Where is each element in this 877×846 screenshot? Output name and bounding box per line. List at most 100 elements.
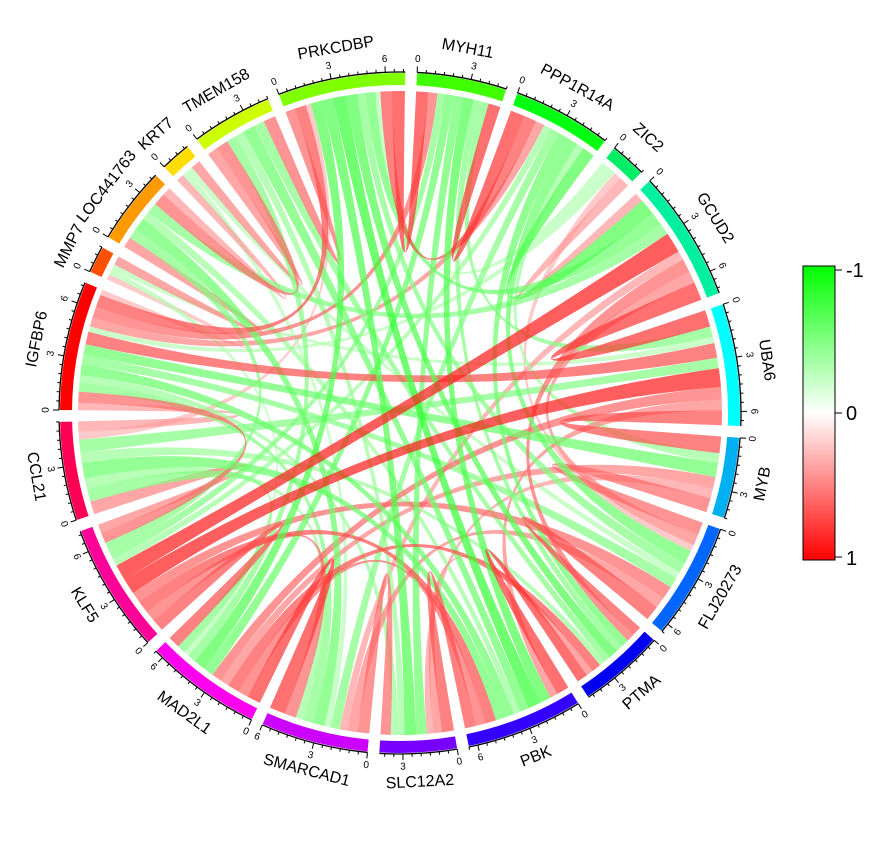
axis-tick <box>608 684 610 686</box>
legend-label-max: 1 <box>846 548 857 570</box>
axis-tick <box>480 79 481 82</box>
axis-tick-label: 0 <box>415 54 422 65</box>
axis-tick <box>706 563 709 564</box>
axis-tick-label: 6 <box>70 552 82 562</box>
axis-tick <box>234 112 235 115</box>
axis-tick <box>84 269 89 271</box>
axis-tick <box>590 128 592 130</box>
sector-label: KRT7 <box>135 114 177 154</box>
axis-tick <box>102 584 105 586</box>
axis-tick <box>150 177 152 179</box>
sector-label: PRKCDBP <box>296 33 375 63</box>
axis-tick <box>64 485 67 486</box>
axis-tick-label: 0 <box>617 132 629 144</box>
axis-tick-label: 3 <box>703 580 716 591</box>
axis-tick <box>614 143 618 148</box>
sector-label: KLF5 <box>67 584 101 626</box>
axis-tick <box>575 118 577 121</box>
axis-tick-label: 3 <box>325 60 333 72</box>
axis-tick <box>117 607 119 609</box>
axis-tick <box>226 116 228 119</box>
axis-tick <box>710 555 713 556</box>
sector-label: MYB <box>751 465 774 502</box>
axis-tick-label: 3 <box>97 601 109 612</box>
axis-tick <box>662 631 664 633</box>
axis-tick <box>193 134 197 139</box>
axis-tick-label: 3 <box>743 351 755 359</box>
sector-label: MAD2L1 <box>154 688 215 738</box>
axis-tick <box>160 162 164 166</box>
axis-tick <box>367 752 368 758</box>
axis-tick <box>62 476 65 477</box>
axis-tick <box>662 193 664 195</box>
axis-tick <box>140 636 142 638</box>
axis-tick <box>689 230 692 232</box>
axis-tick <box>668 200 670 202</box>
axis-tick <box>628 157 630 159</box>
axis-tick <box>736 356 742 357</box>
axis-tick <box>183 146 185 148</box>
axis-tick <box>270 729 271 732</box>
axis-tick-label: 0 <box>456 756 464 768</box>
axis-tick <box>277 89 279 95</box>
axis-tick <box>714 278 717 279</box>
axis-tick-label: 3 <box>568 98 579 111</box>
axis-tick <box>226 707 228 710</box>
axis-tick <box>698 245 701 246</box>
axis-tick <box>249 720 252 725</box>
axis-tick-label: 3 <box>470 61 478 73</box>
axis-tick <box>635 164 637 166</box>
axis-tick <box>322 78 323 81</box>
axis-tick <box>128 622 130 624</box>
axis-tick <box>91 262 94 263</box>
axis-tick <box>169 158 171 160</box>
axis-tick-label: 6 <box>716 261 728 271</box>
axis-tick <box>218 702 220 705</box>
axis-tick <box>721 529 727 531</box>
axis-tick <box>732 492 738 493</box>
axis-tick <box>526 93 527 96</box>
sector-label: PBK <box>518 743 554 771</box>
axis-tick-label: 0 <box>132 646 144 658</box>
axis-tick-label: 3 <box>306 750 315 762</box>
axis-tick <box>593 694 595 696</box>
axis-tick <box>110 228 113 230</box>
axis-tick-label: 0 <box>184 122 195 134</box>
axis-tick <box>210 126 212 129</box>
axis-tick <box>66 494 69 495</box>
sector-label: ZIC2 <box>629 120 666 156</box>
axis-tick <box>717 538 720 539</box>
axis-tick <box>534 97 535 100</box>
axis-tick <box>176 152 178 154</box>
axis-tick <box>134 629 136 631</box>
axis-tick <box>181 676 183 678</box>
axis-tick-label: 0 <box>72 261 84 271</box>
axis-tick <box>622 672 624 674</box>
axis-tick <box>693 237 696 239</box>
axis-tick <box>258 100 259 103</box>
axis-tick <box>99 246 102 247</box>
axis-tick <box>668 624 673 628</box>
axis-tick <box>656 186 658 188</box>
axis-tick <box>144 184 146 186</box>
axis-tick <box>471 74 472 80</box>
axis-tick-label: 6 <box>147 661 159 673</box>
axis-tick-label: 0 <box>653 166 665 178</box>
axis-tick <box>234 712 235 715</box>
axis-tick-label: 3 <box>45 349 57 357</box>
axis-tick <box>654 640 658 644</box>
axis-tick <box>78 293 81 294</box>
legend-label-min: -1 <box>846 260 864 282</box>
axis-tick <box>684 220 689 223</box>
axis-tick-label: 3 <box>400 762 406 773</box>
axis-tick-label: 3 <box>739 490 751 498</box>
axis-tick <box>555 717 556 720</box>
axis-tick-label: 0 <box>91 225 104 236</box>
axis-tick-label: 0 <box>729 296 741 305</box>
axis-tick <box>605 138 607 140</box>
axis-tick-label: 0 <box>748 435 759 442</box>
axis-tick <box>546 721 547 724</box>
axis-tick <box>469 747 470 750</box>
